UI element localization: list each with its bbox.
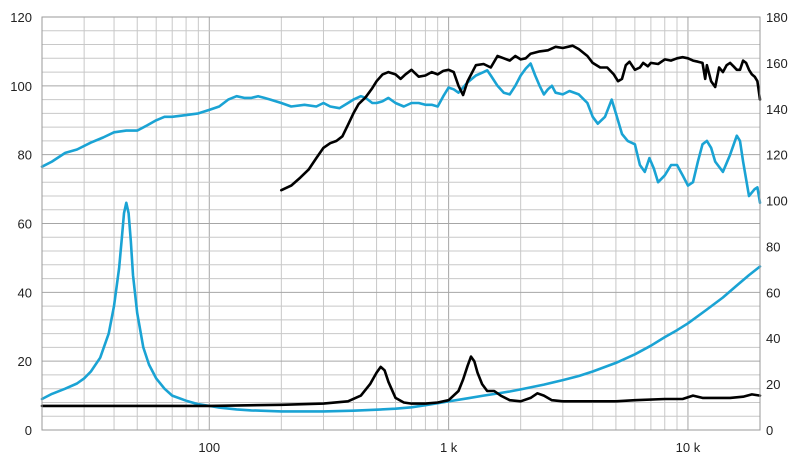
y-right-tick-label: 40 [766,331,780,346]
x-tick-label: 1 k [440,440,458,455]
y-right-tick-label: 160 [766,56,788,71]
y-left-tick-label: 40 [18,285,32,300]
tick-labels: 0 20 40 60 80 100 120 0 20 40 60 80 100 120 140 160 180 1… [10,10,787,455]
grid [42,17,760,430]
y-left-tick-label: 100 [10,79,32,94]
series-line-1 [40,62,762,205]
series-layer [40,44,762,413]
y-left-tick-label: 120 [10,10,32,25]
series-line-4 [40,355,762,408]
y-right-tick-label: 100 [766,194,788,209]
x-tick-label: 100 [198,440,220,455]
y-right-tick-label: 20 [766,377,780,392]
y-right-tick-label: 180 [766,10,788,25]
y-right-tick-label: 140 [766,102,788,117]
y-right-tick-label: 120 [766,148,788,163]
y-right-tick-label: 60 [766,285,780,300]
y-left-tick-label: 0 [25,423,32,438]
plot-frame [41,16,761,431]
y-right-tick-label: 80 [766,239,780,254]
y-left-tick-label: 20 [18,354,32,369]
series-line-2 [280,44,762,192]
y-right-tick-label: 0 [766,423,773,438]
series-line-3 [40,201,762,413]
y-left-tick-label: 60 [18,217,32,232]
x-tick-label: 10 k [676,440,701,455]
y-left-tick-label: 80 [18,148,32,163]
